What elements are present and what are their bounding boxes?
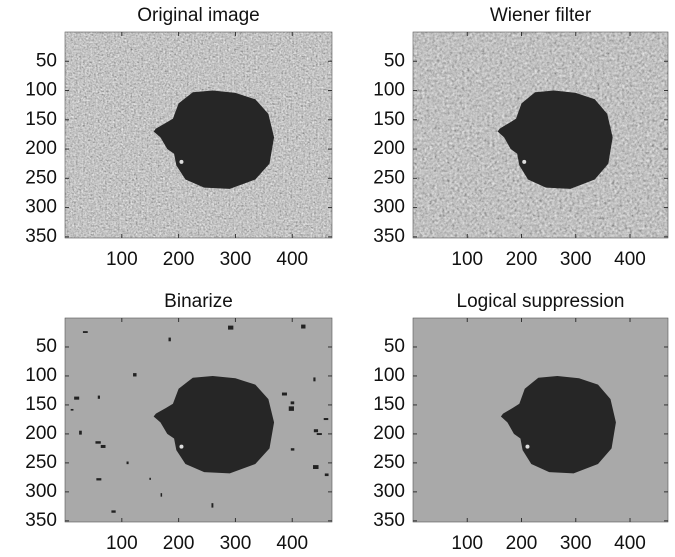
x-tick-label: 200 [163,533,195,554]
panel: Binarize 50 100 150 200 250 300 350 100 200 300 400 [25,291,333,554]
speckle [95,441,101,444]
y-tick-label: 250 [373,167,405,188]
axes-frame [412,31,669,239]
panel: Original image 50 100 150 200 250 300 350 100 200… [25,5,333,270]
speckle [323,418,329,421]
blob [153,375,275,474]
speckle [313,465,319,469]
y-tick-label: 150 [373,109,405,130]
y-tick-label: 100 [373,80,405,101]
panel-title: Wiener filter [490,5,592,26]
y-tick-label: 350 [25,510,57,531]
axes-frame [64,317,333,523]
y-tick-label: 50 [36,336,57,357]
y-tick-label: 150 [373,394,405,415]
y-tick-label: 350 [373,226,405,247]
y-tick-label: 200 [25,138,57,159]
y-tick-label: 300 [373,197,405,218]
x-tick-label: 400 [276,533,308,554]
blob-spot [525,444,530,449]
y-tick-label: 50 [36,50,57,71]
speckle [211,503,214,508]
speckle [228,325,234,330]
speckle [100,444,106,448]
axes-frame [64,31,333,239]
y-tick-label: 50 [384,336,405,357]
speckle [290,448,295,451]
axes-frame [412,317,669,523]
blob-spot [179,159,184,164]
x-tick-label: 300 [220,249,252,270]
speckle [324,473,329,477]
y-tick-label: 250 [373,452,405,473]
blob-spot [179,444,184,449]
speckle [288,406,294,411]
panel: Wiener filter 50 100 150 200 250 300 350 100 200 3… [373,5,669,270]
x-tick-label: 400 [614,533,646,554]
speckle [281,392,287,396]
y-tick-label: 100 [25,365,57,386]
x-tick-label: 300 [220,533,252,554]
blob [500,375,616,474]
speckle [97,395,100,399]
speckle [301,324,306,329]
speckle [96,478,102,481]
speckle [290,406,293,409]
speckle [316,433,322,436]
y-tick-label: 100 [373,365,405,386]
y-tick-label: 100 [25,80,57,101]
speckle [290,401,295,405]
x-tick-label: 400 [276,249,308,270]
blob [497,90,613,189]
y-tick-label: 50 [384,50,405,71]
speckle [79,430,82,435]
speckle [133,373,137,377]
y-tick-label: 350 [373,510,405,531]
x-tick-label: 100 [106,533,138,554]
speckle [313,429,319,433]
panel: Logical suppression 50 100 150 200 250 300 350 1… [373,291,669,554]
y-tick-label: 350 [25,226,57,247]
y-tick-label: 150 [25,394,57,415]
speckle [126,461,129,465]
y-tick-label: 250 [25,167,57,188]
speckle [111,510,116,513]
speckle [160,493,163,497]
x-tick-label: 200 [163,249,195,270]
speckle [313,377,316,382]
x-tick-label: 200 [506,249,538,270]
x-tick-label: 100 [451,533,483,554]
x-tick-label: 300 [560,249,592,270]
y-tick-label: 200 [373,138,405,159]
x-tick-label: 100 [106,249,138,270]
x-tick-label: 300 [560,533,592,554]
y-tick-label: 300 [25,197,57,218]
blob-spot [522,159,527,164]
y-tick-label: 200 [373,423,405,444]
panel-title: Original image [137,5,260,26]
x-tick-label: 400 [614,249,646,270]
x-tick-label: 200 [506,533,538,554]
speckle [82,331,88,333]
y-tick-label: 300 [373,481,405,502]
y-tick-label: 150 [25,109,57,130]
blob [153,90,275,189]
panel-title: Binarize [164,291,233,312]
speckle [70,408,74,411]
y-tick-label: 250 [25,452,57,473]
y-tick-label: 300 [25,481,57,502]
panel-title: Logical suppression [457,291,625,312]
y-tick-label: 200 [25,423,57,444]
speckle [74,396,80,400]
speckle [149,477,151,480]
x-tick-label: 100 [451,249,483,270]
speckle [168,337,171,342]
